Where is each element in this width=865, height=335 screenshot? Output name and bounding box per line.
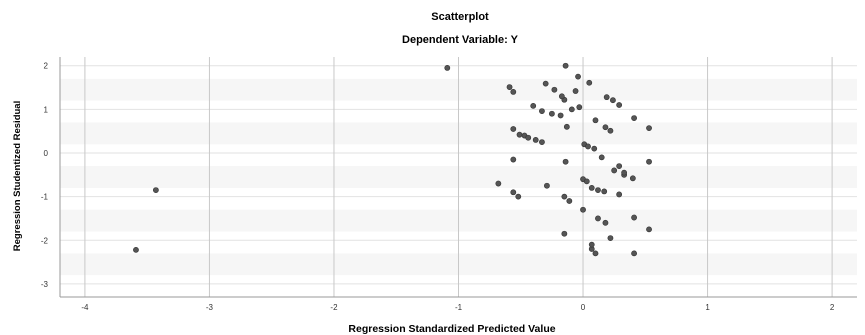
data-point xyxy=(568,106,575,113)
data-point xyxy=(595,215,601,222)
data-point xyxy=(576,104,583,111)
data-point xyxy=(629,175,636,182)
data-point xyxy=(516,131,523,138)
data-points xyxy=(133,62,652,257)
data-point xyxy=(133,246,139,253)
data-point xyxy=(539,139,545,145)
x-tick-label: 0 xyxy=(581,303,586,312)
data-point xyxy=(544,182,550,189)
y-tick-label: 1 xyxy=(44,105,49,114)
data-point xyxy=(592,117,599,124)
data-point xyxy=(646,158,652,165)
data-point xyxy=(616,102,623,108)
data-point xyxy=(591,145,598,152)
data-point xyxy=(539,108,545,115)
data-point xyxy=(515,193,522,200)
y-tick-label: -2 xyxy=(41,236,49,245)
y-tick-label: 0 xyxy=(44,149,49,158)
data-point xyxy=(563,123,570,130)
data-point xyxy=(444,65,451,71)
x-tick-label: -4 xyxy=(81,303,89,312)
data-point xyxy=(583,178,590,185)
x-tick-labels: -4 -3 -2 -1 0 1 2 xyxy=(81,303,835,312)
data-point xyxy=(603,94,610,101)
y-tick-labels: -3 -2 -1 0 1 2 xyxy=(41,62,49,289)
data-point xyxy=(616,191,623,198)
data-point xyxy=(561,193,568,200)
data-point xyxy=(510,156,517,163)
x-tick-label: -1 xyxy=(455,303,463,312)
data-point xyxy=(510,189,517,196)
data-point xyxy=(586,79,593,86)
data-point xyxy=(558,93,565,100)
data-point xyxy=(646,226,652,233)
data-point xyxy=(595,187,601,193)
data-point xyxy=(646,125,652,132)
data-point xyxy=(575,73,581,80)
data-point xyxy=(601,188,608,195)
data-point xyxy=(510,89,517,95)
data-point xyxy=(588,241,595,248)
data-point xyxy=(592,250,599,257)
data-point xyxy=(598,154,605,161)
data-point xyxy=(580,206,586,213)
data-point xyxy=(566,198,573,204)
data-point xyxy=(562,62,569,69)
data-point xyxy=(607,235,614,241)
chart-title: Scatterplot xyxy=(431,11,489,23)
x-axis-label: Regression Standardized Predicted Value xyxy=(348,323,555,335)
data-point xyxy=(548,110,555,117)
x-tick-label: -3 xyxy=(206,303,214,312)
data-point xyxy=(588,185,595,191)
data-point xyxy=(506,84,513,91)
data-point xyxy=(532,137,539,143)
data-point xyxy=(602,219,609,226)
data-point xyxy=(510,126,517,132)
x-tick-label: -2 xyxy=(330,303,338,312)
data-point xyxy=(561,230,568,237)
data-point xyxy=(542,80,549,87)
data-point xyxy=(525,134,532,141)
data-point xyxy=(551,86,558,93)
data-point xyxy=(611,167,618,174)
data-point xyxy=(495,180,502,187)
y-tick-label: 2 xyxy=(44,62,49,71)
chart-subtitle: Dependent Variable: Y xyxy=(402,34,519,46)
data-point xyxy=(616,163,623,169)
data-point xyxy=(562,158,569,165)
data-point xyxy=(621,169,628,176)
x-tick-label: 2 xyxy=(830,303,835,312)
data-point xyxy=(530,102,537,109)
data-point xyxy=(607,127,614,134)
data-point xyxy=(152,187,159,193)
y-tick-label: -1 xyxy=(41,193,49,202)
data-point xyxy=(610,97,616,104)
data-point xyxy=(631,214,637,221)
y-axis-label: Regression Studentized Residual xyxy=(12,101,23,251)
data-point xyxy=(631,250,637,257)
x-tick-label: 1 xyxy=(705,303,710,312)
data-point xyxy=(602,124,609,131)
data-point xyxy=(631,115,637,121)
y-tick-label: -3 xyxy=(41,280,49,289)
data-point xyxy=(572,88,579,94)
data-point xyxy=(585,143,591,150)
data-point xyxy=(557,112,564,119)
